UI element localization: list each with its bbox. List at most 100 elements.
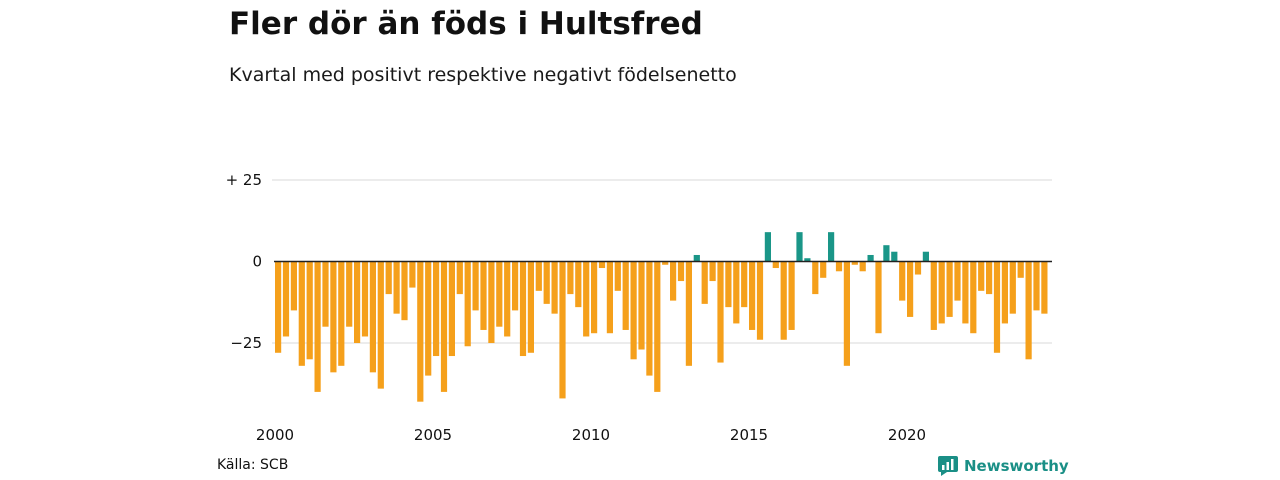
bar (685, 261, 692, 366)
bar (780, 261, 787, 340)
bar (448, 261, 455, 357)
bar (788, 261, 795, 330)
bar (488, 261, 495, 343)
bar (670, 261, 677, 301)
bar (725, 261, 732, 308)
bar (891, 251, 898, 262)
bar (519, 261, 527, 357)
bar (496, 261, 503, 327)
bar (535, 261, 542, 291)
x-tick-label: 2005 (414, 426, 452, 444)
bar (290, 261, 297, 311)
bar (859, 261, 866, 272)
bar (456, 261, 463, 295)
bar (377, 261, 384, 389)
x-tick-label: 2010 (572, 426, 610, 444)
bar (993, 261, 1001, 353)
bar (1001, 261, 1008, 324)
bar (946, 261, 953, 317)
brand-name: Newsworthy (964, 457, 1069, 475)
bar (796, 232, 803, 262)
bar (772, 261, 779, 269)
bar (393, 261, 400, 314)
bar (922, 251, 929, 262)
bar (899, 261, 906, 301)
chart-title: Fler dör än föds i Hultsfred (229, 6, 703, 42)
bar (764, 232, 771, 262)
bar (914, 261, 922, 275)
bar (440, 261, 448, 392)
bar (512, 261, 519, 311)
newsworthy-logo-icon (938, 456, 958, 476)
bar (701, 261, 708, 304)
bar (298, 261, 305, 366)
bar (820, 261, 827, 278)
bar (978, 261, 985, 291)
bar (409, 261, 416, 288)
x-tick-label: 2015 (730, 426, 768, 444)
bar (938, 261, 945, 324)
bar (401, 261, 408, 321)
bar (930, 261, 937, 330)
bar (851, 261, 858, 265)
bar (630, 261, 637, 360)
bar (1017, 261, 1024, 278)
bar (385, 261, 392, 295)
bar (677, 261, 685, 282)
bar (828, 232, 835, 262)
bar (551, 261, 558, 314)
bar (338, 261, 345, 366)
brand-logo: Newsworthy (938, 456, 1069, 476)
bar (346, 261, 353, 327)
bar (591, 261, 598, 334)
bar (843, 261, 850, 366)
chart-subtitle: Kvartal med positivt respektive negativt… (229, 64, 737, 86)
bar (354, 261, 361, 343)
bar (867, 254, 874, 262)
bar (282, 261, 290, 337)
bar (804, 258, 811, 262)
bar (638, 261, 645, 350)
bar (433, 261, 440, 357)
bar (970, 261, 977, 334)
bar (662, 261, 669, 265)
y-tick-label: −25 (230, 334, 262, 352)
bar (322, 261, 329, 327)
bar (417, 261, 424, 402)
bar (306, 261, 313, 360)
bar (480, 261, 487, 330)
bar (1041, 261, 1048, 314)
y-tick-label: + 25 (226, 171, 262, 189)
bar (425, 261, 432, 376)
bar (756, 261, 764, 340)
bar (472, 261, 479, 311)
bar (717, 261, 724, 363)
bar (733, 261, 740, 324)
bar (464, 261, 471, 347)
bar (330, 261, 337, 373)
bar (883, 245, 890, 262)
bar (314, 261, 321, 392)
bar (986, 261, 993, 295)
bar (654, 261, 661, 392)
bar (543, 261, 550, 304)
bar (527, 261, 534, 353)
bar (622, 261, 629, 330)
bar (812, 261, 819, 295)
bar (749, 261, 756, 330)
bar (1033, 261, 1040, 311)
source-note: Källa: SCB (217, 457, 289, 473)
bar (606, 261, 613, 334)
bar (1009, 261, 1016, 314)
bar (693, 254, 700, 262)
bar (907, 261, 914, 317)
x-tick-label: 2020 (888, 426, 926, 444)
bar (646, 261, 653, 376)
bar (709, 261, 716, 282)
bar (575, 261, 582, 308)
bar (559, 261, 566, 399)
bar (583, 261, 590, 337)
bar (1025, 261, 1032, 360)
bar (954, 261, 961, 301)
